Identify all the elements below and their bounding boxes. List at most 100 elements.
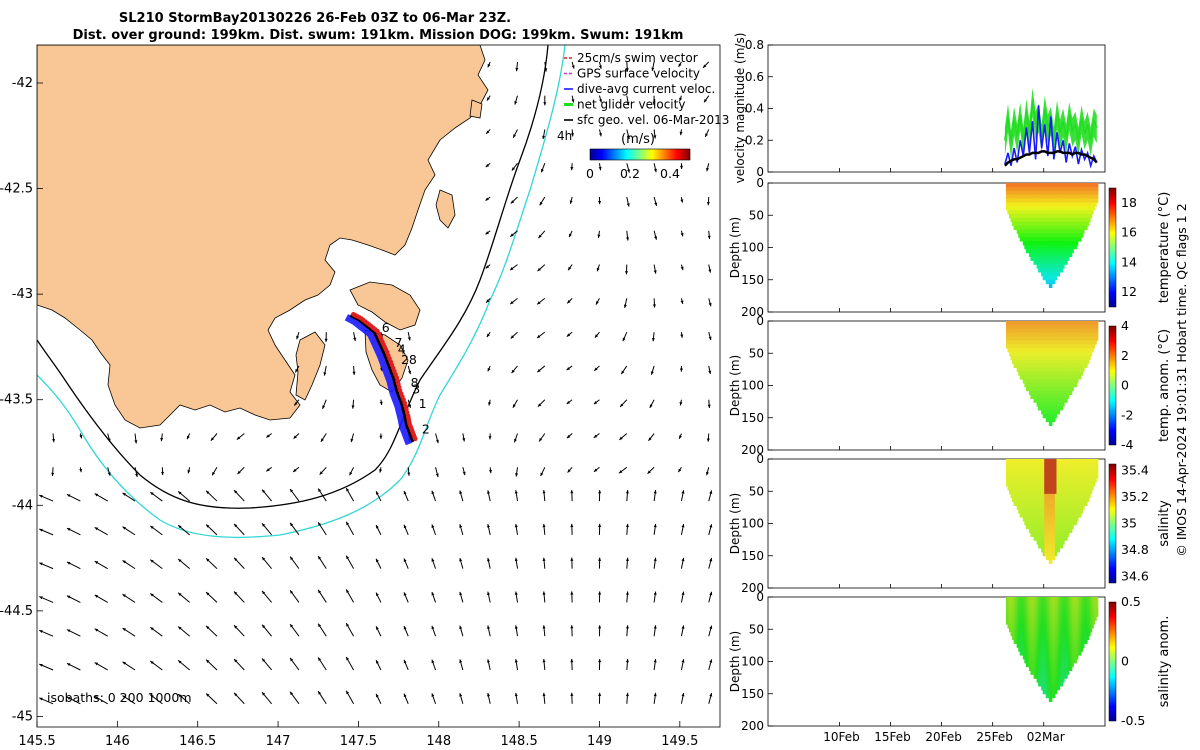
section-cell [1039,363,1042,368]
sfc-velocity-arrow [210,433,218,442]
section-cell [1025,336,1028,341]
section-cell [1033,382,1036,388]
section-cell [1036,237,1039,242]
section-cell [1068,493,1071,499]
section-cell [1025,493,1028,499]
section-cell [1028,627,1031,633]
sfc-velocity-arrow [708,264,712,273]
map-xtick-label: 149.5 [661,734,698,749]
section-cell [1041,520,1044,526]
section-cell [1015,190,1018,196]
section-cell [1054,225,1057,230]
section-cell [1044,183,1047,188]
section-cell [1073,190,1076,196]
section-cell [1065,639,1068,644]
section-cell [1022,624,1025,629]
section-cell [1073,363,1076,368]
section-cell [1042,540,1045,545]
sfc-velocity-arrow [706,433,710,442]
section-cell [1059,489,1062,495]
sfc-velocity-arrow [66,696,81,705]
section-cell [1009,620,1012,625]
section-cell [1056,600,1059,606]
section-cell [1058,264,1061,269]
section-cell [1015,635,1018,641]
section-cell [1085,359,1088,365]
section-cell [1054,520,1057,526]
section-cell [1094,202,1097,207]
section-cell [1064,221,1067,227]
section-cell [1016,202,1019,207]
section-cell [1044,509,1047,514]
section-cell [1010,462,1013,468]
section-cell [1068,225,1071,230]
section-cell [1079,513,1082,518]
section-cell [1071,459,1074,464]
section-cell [1074,493,1077,499]
section-cell [1076,367,1079,372]
section-cell [1039,229,1042,234]
section-cell [1015,470,1018,475]
section-cell [1087,631,1090,637]
section-cell [1025,482,1028,487]
section-cell [1059,382,1062,388]
section-cell [1053,233,1056,238]
section-cell [1082,493,1085,499]
section-cell [1042,394,1045,399]
section-cell [1038,363,1041,368]
section-cell [1073,647,1076,652]
section-cell [1064,674,1067,679]
section-cell [1007,344,1010,349]
section-cell [1085,190,1088,196]
section-cell [1068,517,1071,522]
section-cell [1079,328,1082,334]
sfc-velocity-arrow [647,466,655,475]
section-cell [1044,517,1047,522]
section-cell [1031,631,1035,637]
section-cell [1062,336,1065,341]
section-cell [1035,597,1038,602]
section-cell [1045,624,1048,629]
section-cell [1058,225,1061,230]
section-cell [1076,340,1079,345]
section-cell [1050,686,1053,691]
section-cell [1038,264,1041,269]
section-cell [1012,202,1015,207]
sfc-velocity-arrow [345,555,355,569]
section-cell [1081,233,1084,238]
section-cell [1076,470,1079,475]
section-cell [1047,635,1050,641]
section-cell [1062,375,1065,380]
section-cell [1056,540,1059,545]
section-cell [1018,321,1021,326]
section-cell [1059,682,1062,687]
section-cell [1031,666,1035,672]
sfc-velocity-arrow [289,691,300,705]
section-cell [1048,279,1051,285]
section-cell [1073,206,1076,211]
section-cell [1070,359,1073,365]
section-cell [1045,497,1048,503]
section-cell [1025,382,1028,388]
section-cell [1056,478,1059,483]
section-cell [1084,344,1087,349]
section-cell [1035,202,1038,207]
section-cell [1081,324,1084,330]
section-cell [1047,682,1050,687]
section-cell [1044,248,1047,254]
section-cell [1053,210,1056,215]
section-cell [1068,324,1071,330]
section-cell [1065,658,1068,664]
section-cell [1088,616,1091,621]
section-cell [1027,340,1030,345]
section-cell [1073,351,1076,357]
section-cell [1021,501,1024,506]
section-cell [1077,324,1080,330]
sfc-velocity-arrow [261,523,273,536]
section-cell [1053,513,1056,518]
sfc-velocity-arrow [702,61,710,69]
section-cell [1070,651,1073,656]
section-cell [1033,221,1036,227]
section-cell [1068,505,1071,510]
section-cell [1076,639,1079,644]
